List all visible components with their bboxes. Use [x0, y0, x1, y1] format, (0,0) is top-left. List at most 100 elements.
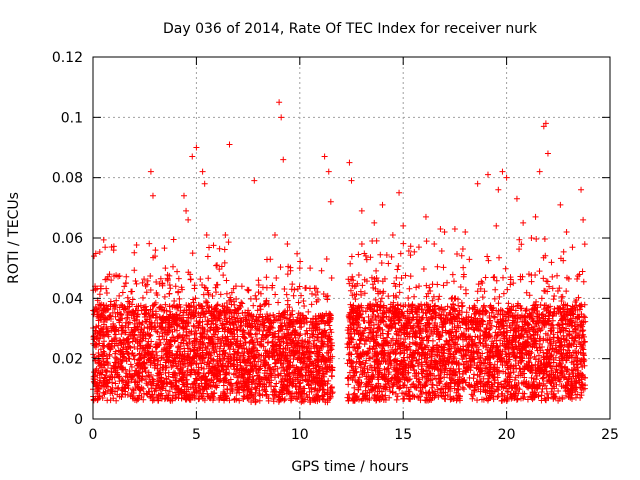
- data-point: [249, 363, 256, 370]
- data-point: [128, 389, 135, 396]
- data-point: [450, 278, 457, 285]
- data-point: [204, 253, 211, 260]
- data-point: [97, 302, 104, 309]
- data-point: [193, 377, 200, 384]
- data-point: [129, 386, 136, 393]
- data-point: [122, 305, 129, 312]
- data-point: [223, 393, 230, 400]
- data-point: [385, 260, 392, 267]
- data-point: [265, 395, 272, 402]
- data-point: [378, 373, 385, 380]
- data-point: [297, 324, 304, 331]
- data-point: [150, 312, 157, 319]
- data-point: [119, 357, 126, 364]
- data-point: [129, 332, 136, 339]
- data-point: [143, 307, 150, 314]
- data-point: [122, 329, 129, 336]
- data-point: [483, 365, 490, 372]
- data-point: [302, 372, 309, 379]
- data-point: [303, 327, 310, 334]
- data-point: [315, 393, 322, 400]
- data-point: [225, 327, 232, 334]
- data-point: [460, 386, 467, 393]
- data-point: [131, 267, 138, 274]
- data-point: [296, 332, 303, 339]
- data-point: [113, 355, 120, 362]
- data-point: [169, 328, 176, 335]
- data-point: [316, 363, 323, 370]
- data-point: [184, 368, 191, 375]
- data-point: [205, 370, 212, 377]
- data-point: [264, 316, 271, 323]
- data-point: [175, 386, 182, 393]
- data-point: [145, 369, 152, 376]
- data-point: [284, 307, 291, 314]
- data-point: [471, 327, 478, 334]
- data-point: [243, 383, 250, 390]
- data-point: [186, 346, 193, 353]
- data-point: [204, 376, 211, 383]
- data-point: [154, 292, 161, 299]
- data-point: [345, 335, 352, 342]
- data-point: [239, 371, 246, 378]
- data-point: [100, 389, 107, 396]
- data-point: [493, 277, 500, 284]
- data-point: [306, 334, 313, 341]
- data-point: [272, 330, 279, 337]
- data-point: [230, 298, 237, 305]
- data-point: [200, 326, 207, 333]
- data-point: [262, 388, 269, 395]
- data-point: [221, 246, 228, 253]
- data-point: [307, 358, 314, 365]
- data-point: [318, 335, 325, 342]
- data-point: [256, 390, 263, 397]
- data-point: [327, 340, 334, 347]
- data-point: [256, 365, 263, 372]
- data-point: [239, 310, 246, 317]
- data-point: [205, 382, 212, 389]
- data-point: [413, 284, 420, 291]
- data-point: [207, 325, 214, 332]
- data-point: [133, 280, 140, 287]
- data-point: [306, 388, 313, 395]
- data-point: [205, 339, 212, 346]
- data-point: [90, 373, 97, 380]
- data-point: [328, 346, 335, 353]
- data-point: [102, 374, 109, 381]
- data-point: [272, 360, 279, 367]
- data-point: [205, 291, 212, 298]
- data-point: [118, 349, 125, 356]
- data-point: [200, 390, 207, 397]
- data-point: [226, 351, 233, 358]
- data-point: [541, 287, 548, 294]
- data-point: [210, 341, 217, 348]
- data-point: [122, 384, 129, 391]
- data-point: [318, 314, 325, 321]
- data-point: [235, 373, 242, 380]
- data-point: [142, 282, 149, 289]
- data-point: [272, 291, 279, 298]
- data-point: [112, 354, 119, 361]
- data-point: [298, 292, 305, 299]
- data-point: [261, 301, 268, 308]
- data-point: [440, 264, 447, 271]
- data-point: [310, 361, 317, 368]
- data-point: [194, 350, 201, 357]
- data-point: [253, 296, 260, 303]
- data-point: [254, 307, 261, 314]
- data-point: [212, 383, 219, 390]
- data-point: [209, 397, 216, 404]
- data-point: [345, 381, 352, 388]
- data-point: [262, 361, 269, 368]
- data-point: [304, 394, 311, 401]
- data-point: [270, 398, 277, 405]
- data-point: [148, 326, 155, 333]
- data-point: [279, 376, 286, 383]
- data-point: [90, 396, 97, 403]
- data-point: [133, 241, 140, 248]
- data-point: [118, 301, 125, 308]
- data-point: [239, 345, 246, 352]
- data-point: [312, 291, 319, 298]
- data-point: [160, 307, 167, 314]
- data-point: [202, 344, 209, 351]
